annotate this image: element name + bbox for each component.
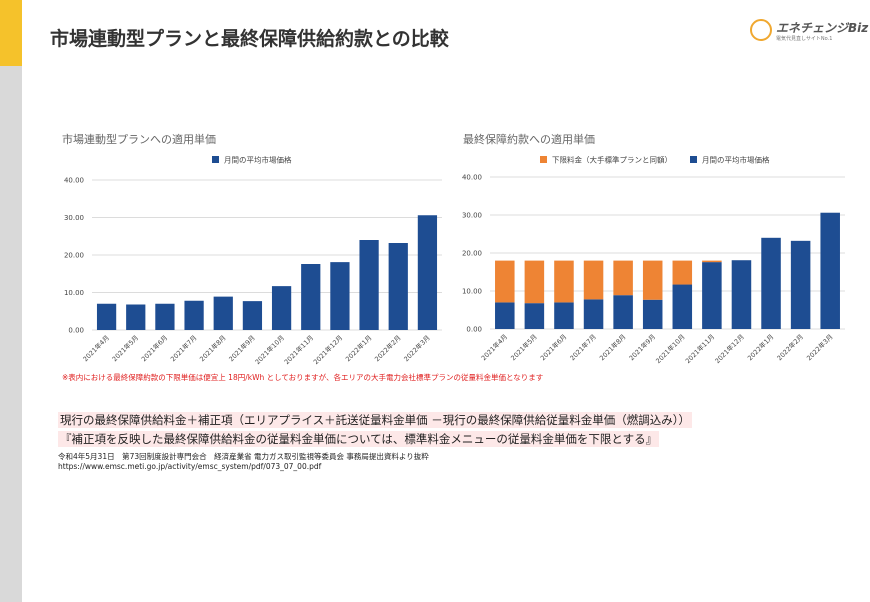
legend-label: 下限料金（大手標準プランと同額） (552, 155, 672, 165)
x-tick-label: 2021年11月 (282, 333, 315, 366)
legend-label: 月間の平均市場価格 (702, 155, 770, 165)
x-tick-label: 2021年11月 (683, 332, 716, 365)
y-tick-label: 0.00 (68, 327, 84, 335)
bar (213, 296, 233, 330)
logo-name: エネチェンジBiz (776, 21, 869, 35)
bar (642, 260, 663, 300)
bar (330, 262, 350, 330)
bar (672, 260, 693, 285)
y-tick-label: 10.00 (462, 288, 482, 296)
y-tick-label: 10.00 (64, 289, 84, 297)
bar (242, 301, 263, 330)
x-tick-label: 2021年4月 (81, 333, 111, 363)
x-tick-label: 2021年12月 (713, 332, 746, 365)
x-tick-label: 2021年8月 (197, 333, 227, 363)
chart-note: ※表内における最終保障約款の下限単価は便宜上 18円/kWh としておりますが、… (62, 373, 544, 382)
side-tab (0, 0, 22, 66)
bar (388, 243, 408, 330)
y-tick-label: 40.00 (462, 174, 482, 182)
bar (126, 304, 146, 330)
x-tick-label: 2022年3月 (804, 332, 834, 362)
bar (790, 240, 811, 329)
x-tick-label: 2022年3月 (402, 333, 432, 363)
x-tick-label: 2021年5月 (509, 332, 539, 362)
bar (96, 303, 117, 330)
x-tick-label: 2022年1月 (343, 333, 373, 363)
x-tick-label: 2022年2月 (372, 333, 402, 363)
y-tick-label: 0.00 (466, 326, 482, 334)
x-tick-label: 2021年5月 (110, 333, 140, 363)
legend-swatch (212, 156, 219, 163)
side-strip (0, 0, 22, 602)
bar (495, 302, 515, 329)
bar (642, 299, 663, 329)
x-tick-label: 2022年2月 (775, 332, 805, 362)
bar (554, 302, 574, 329)
x-tick-label: 2021年6月 (538, 332, 568, 362)
bar (761, 237, 781, 329)
x-tick-label: 2021年10月 (253, 333, 286, 366)
legend-swatch (540, 156, 547, 163)
y-tick-label: 20.00 (64, 252, 84, 260)
bar (524, 260, 545, 304)
x-tick-label: 2021年7月 (168, 333, 198, 363)
x-tick-label: 2021年6月 (139, 333, 169, 363)
legend-swatch (690, 156, 697, 163)
bar (554, 260, 574, 303)
y-tick-label: 20.00 (462, 250, 482, 258)
bar (495, 260, 515, 303)
y-tick-label: 40.00 (64, 177, 84, 185)
x-tick-label: 2021年7月 (568, 332, 598, 362)
y-tick-label: 30.00 (64, 214, 84, 222)
legend-label: 月間の平均市場価格 (224, 155, 292, 165)
bar (613, 295, 633, 329)
bar (613, 260, 633, 296)
bar (672, 284, 693, 329)
bar (359, 240, 379, 330)
x-tick-label: 2021年8月 (597, 332, 627, 362)
x-tick-label: 2021年12月 (311, 333, 344, 366)
slide-title: 市場連動型プランと最終保障供給約款との比較 (50, 28, 449, 50)
bar (417, 215, 438, 330)
bar (184, 300, 204, 330)
formula-line: 『補正項を反映した最終保障供給料金の従量料金単価については、標準料金メニューの従… (58, 431, 660, 447)
bar (155, 303, 175, 330)
formula-line: 現行の最終保障供給料金＋補正項（エリアプライス＋託送従量料金単価 －現行の最終保… (58, 412, 693, 428)
y-tick-label: 30.00 (462, 212, 482, 220)
bar (524, 303, 545, 329)
x-tick-label: 2022年1月 (745, 332, 775, 362)
logo-icon (750, 19, 772, 41)
source-line: https://www.emsc.meti.go.jp/activity/ems… (58, 462, 322, 471)
x-tick-label: 2021年9月 (227, 333, 257, 363)
bar (702, 262, 722, 329)
source-line: 令和4年5月31日 第73回制度設計専門会合 経済産業省 電力ガス取引監視等委員… (58, 452, 429, 461)
x-tick-label: 2021年10月 (654, 332, 687, 365)
bar (731, 260, 752, 329)
bar (702, 260, 722, 263)
bar (271, 286, 292, 330)
chart-title: 市場連動型プランへの適用単価 (62, 132, 216, 146)
logo-tagline: 電気代見直しサイトNo.1 (776, 36, 833, 42)
bar (583, 260, 604, 300)
bar (583, 299, 604, 329)
bar (301, 264, 321, 330)
x-tick-label: 2021年4月 (479, 332, 509, 362)
bar (820, 212, 840, 329)
x-tick-label: 2021年9月 (627, 332, 657, 362)
chart-title: 最終保障約款への適用単価 (463, 132, 595, 146)
